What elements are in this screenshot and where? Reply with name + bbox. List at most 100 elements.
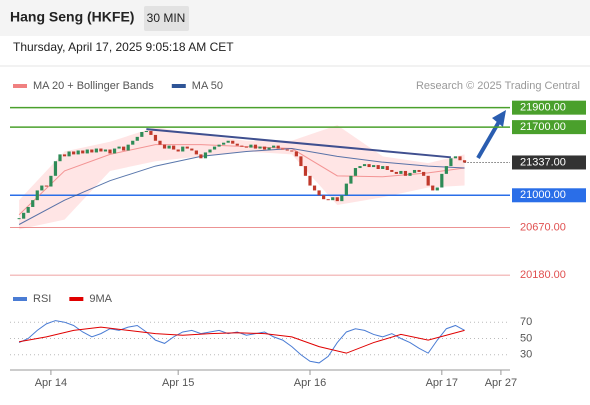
candle	[26, 206, 30, 213]
candle	[372, 165, 376, 168]
candle	[276, 145, 280, 149]
timeframe-button[interactable]	[144, 6, 189, 31]
level-box	[512, 100, 586, 115]
candle	[299, 156, 303, 167]
title: Hang Seng (HKFE)	[10, 9, 134, 25]
candle	[403, 170, 408, 176]
candle	[62, 154, 67, 157]
candle	[312, 185, 317, 191]
candle	[131, 140, 135, 145]
candle	[381, 166, 385, 169]
level-box	[512, 188, 586, 203]
candle	[226, 140, 230, 143]
level-label: 20670.00	[520, 221, 566, 233]
level-label: 21000.00	[520, 189, 566, 201]
candle	[440, 173, 444, 188]
candle	[431, 185, 435, 191]
x-tick-label: Apr 17	[426, 377, 458, 389]
candle	[231, 140, 235, 144]
candle	[135, 136, 139, 141]
candle	[317, 190, 321, 196]
candle	[194, 150, 198, 155]
candle	[399, 170, 403, 174]
candle	[358, 166, 362, 169]
candle	[103, 149, 108, 152]
level-label: 21700.00	[520, 121, 566, 133]
candle	[262, 146, 267, 150]
legend-label: 9MA	[89, 293, 112, 305]
legend-label: RSI	[33, 293, 51, 305]
legend-label: MA 20 + Bollinger Bands	[33, 80, 154, 92]
candle	[281, 148, 285, 150]
candle	[40, 185, 44, 191]
candle	[267, 147, 271, 150]
candle	[72, 151, 76, 155]
legend-label: MA 50	[192, 80, 223, 92]
level-label: 21900.00	[520, 102, 566, 114]
timestamp: Thursday, April 17, 2025 9:05:18 AM CET	[13, 40, 234, 54]
candle	[244, 146, 248, 148]
candle	[412, 169, 417, 173]
candle	[272, 145, 276, 148]
bollinger-band	[19, 125, 465, 230]
candle	[331, 197, 335, 201]
candle	[240, 145, 244, 147]
candle	[208, 149, 212, 153]
candle	[253, 144, 258, 149]
candle	[108, 149, 112, 154]
candle	[99, 148, 103, 152]
candle	[290, 150, 294, 152]
candle	[22, 212, 26, 219]
candle	[212, 146, 217, 150]
candle	[294, 151, 298, 157]
candle	[462, 160, 467, 163]
candle	[199, 154, 203, 159]
candle	[453, 156, 458, 159]
candle	[153, 134, 158, 141]
x-tick-label: Apr 14	[35, 377, 67, 389]
candle	[344, 183, 348, 196]
level-label: 20180.00	[520, 269, 566, 281]
candle	[435, 187, 439, 191]
candle	[303, 166, 308, 176]
candle	[362, 164, 367, 167]
candle	[158, 140, 162, 145]
candle	[126, 144, 130, 151]
x-tick-label: Apr 16	[294, 377, 326, 389]
candle	[181, 146, 185, 152]
candle	[449, 158, 453, 167]
candle	[349, 175, 353, 184]
candle	[49, 175, 53, 187]
candle	[367, 164, 371, 168]
candle	[185, 146, 189, 149]
forecast-arrow	[476, 118, 502, 160]
candle	[203, 152, 208, 159]
candle	[35, 190, 39, 201]
candle	[258, 146, 262, 149]
legend-swatch	[13, 84, 27, 88]
candle	[376, 165, 380, 169]
candle	[58, 154, 62, 162]
level-label: 21337.00	[520, 156, 566, 168]
candle	[426, 175, 430, 186]
legend-swatch	[171, 84, 186, 88]
candle	[322, 195, 326, 200]
rsi-line	[19, 326, 465, 354]
candle	[335, 197, 339, 202]
candle	[85, 149, 89, 154]
timeframe[interactable]: 30 MIN	[147, 11, 186, 25]
candle	[112, 148, 117, 154]
candle	[326, 199, 330, 201]
source: Research © 2025 Trading Central	[416, 80, 580, 92]
candle	[444, 166, 448, 174]
candle	[249, 144, 253, 148]
header-bar	[0, 0, 590, 36]
trendline	[146, 128, 452, 159]
candle	[31, 200, 35, 207]
candle	[222, 142, 226, 145]
level-box	[512, 120, 586, 135]
y-tick-label: 30	[520, 349, 532, 361]
candle	[353, 168, 358, 176]
candle	[76, 150, 80, 155]
